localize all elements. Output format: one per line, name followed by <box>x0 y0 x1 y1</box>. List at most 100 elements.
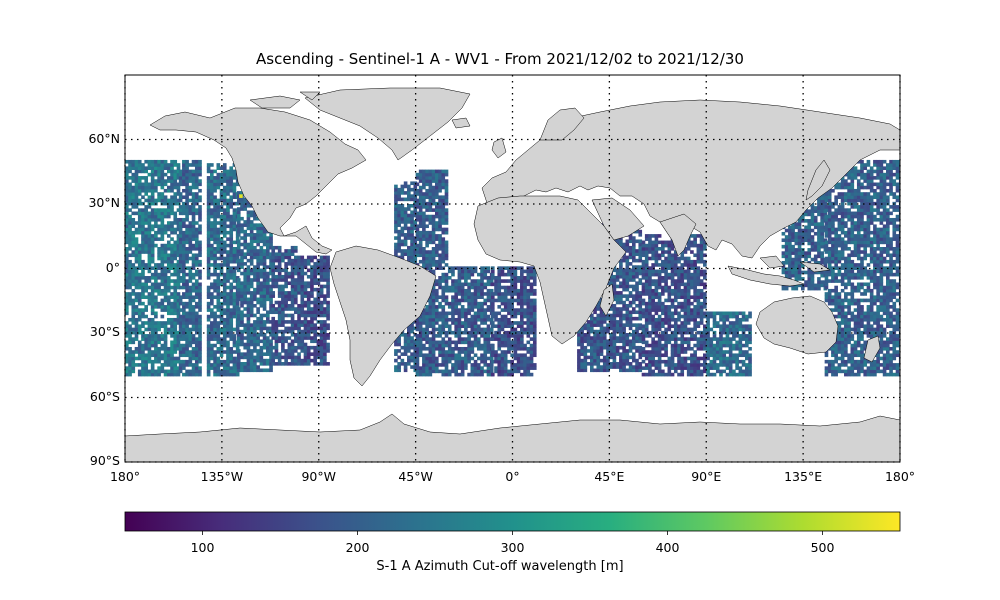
data-cell <box>523 366 527 370</box>
data-cell <box>516 311 521 316</box>
data-cell <box>577 329 581 334</box>
data-cell <box>131 166 136 170</box>
data-cell <box>213 208 217 212</box>
data-cell <box>206 166 211 170</box>
data-cell <box>425 188 429 193</box>
data-cell <box>191 179 196 183</box>
data-cell <box>131 195 136 200</box>
data-cell <box>173 250 178 254</box>
data-cell <box>163 211 168 216</box>
data-cell <box>166 176 171 180</box>
data-cell <box>431 346 436 351</box>
data-cell <box>410 345 414 350</box>
data-cell <box>243 220 248 224</box>
data-cell <box>176 234 181 238</box>
data-cell <box>236 323 241 327</box>
data-cell <box>483 363 488 367</box>
data-cell <box>287 320 292 324</box>
data-cell <box>586 355 591 360</box>
data-cell <box>313 255 317 260</box>
data-cell <box>410 239 414 244</box>
data-cell <box>253 323 257 327</box>
data-cell <box>141 330 145 335</box>
data-cell <box>157 266 161 270</box>
data-cell <box>526 298 531 303</box>
data-cell <box>256 339 260 344</box>
data-cell <box>157 272 161 277</box>
data-cell <box>418 340 423 345</box>
data-cell <box>157 324 161 329</box>
data-cell <box>323 271 327 276</box>
data-cell <box>219 214 224 219</box>
data-cell <box>198 243 202 248</box>
data-cell <box>313 278 317 282</box>
data-cell <box>222 163 227 167</box>
data-cell <box>191 295 196 299</box>
data-cell <box>271 284 276 289</box>
data-cell <box>606 342 610 347</box>
data-cell <box>128 217 132 222</box>
data-cell <box>510 324 514 329</box>
data-cell <box>464 324 468 329</box>
data-cell <box>262 300 267 305</box>
data-cell <box>277 316 282 321</box>
data-cell <box>454 295 459 299</box>
data-cell <box>213 247 217 251</box>
data-cell <box>532 343 537 348</box>
data-cell <box>144 276 149 280</box>
data-cell <box>157 292 161 296</box>
data-cell <box>219 227 224 232</box>
data-cell <box>418 346 423 351</box>
data-cell <box>213 227 217 232</box>
data-cell <box>150 366 155 370</box>
data-cell <box>476 305 481 309</box>
data-cell <box>532 282 537 287</box>
data-cell <box>418 243 423 248</box>
data-cell <box>229 176 234 180</box>
data-cell <box>431 337 436 341</box>
data-cell <box>441 298 446 303</box>
data-cell <box>457 327 462 332</box>
data-cell <box>467 359 471 364</box>
data-cell <box>444 340 449 345</box>
data-cell <box>236 339 241 344</box>
data-cell <box>410 204 414 208</box>
data-cell <box>435 224 439 229</box>
data-cell <box>397 339 401 344</box>
data-cell <box>210 188 214 193</box>
data-cell <box>256 287 260 292</box>
data-cell <box>596 303 601 308</box>
data-cell <box>428 256 433 261</box>
data-cell <box>213 205 217 209</box>
data-cell <box>128 327 132 332</box>
data-cell <box>222 334 227 338</box>
data-cell <box>194 195 199 200</box>
data-cell <box>144 346 149 351</box>
data-cell <box>150 201 155 206</box>
data-cell <box>185 321 189 325</box>
data-cell <box>507 292 511 296</box>
data-cell <box>532 363 537 367</box>
data-cell <box>141 334 145 338</box>
data-cell <box>128 272 132 277</box>
data-cell <box>438 179 442 183</box>
data-cell <box>293 255 298 260</box>
data-cell <box>163 340 168 345</box>
data-cell <box>323 313 327 318</box>
data-cell <box>243 313 248 318</box>
data-cell <box>240 368 244 373</box>
data-cell <box>513 337 518 341</box>
data-cell <box>413 239 418 244</box>
data-cell <box>503 266 508 270</box>
data-cell <box>580 365 584 369</box>
data-cell <box>467 321 471 325</box>
data-cell <box>198 172 202 177</box>
data-cell <box>500 285 505 290</box>
data-cell <box>510 285 514 290</box>
data-cell <box>310 294 314 298</box>
data-cell <box>284 284 288 289</box>
data-cell <box>266 313 270 318</box>
data-cell <box>198 369 202 374</box>
data-cell <box>256 236 260 240</box>
data-cell <box>243 274 248 279</box>
